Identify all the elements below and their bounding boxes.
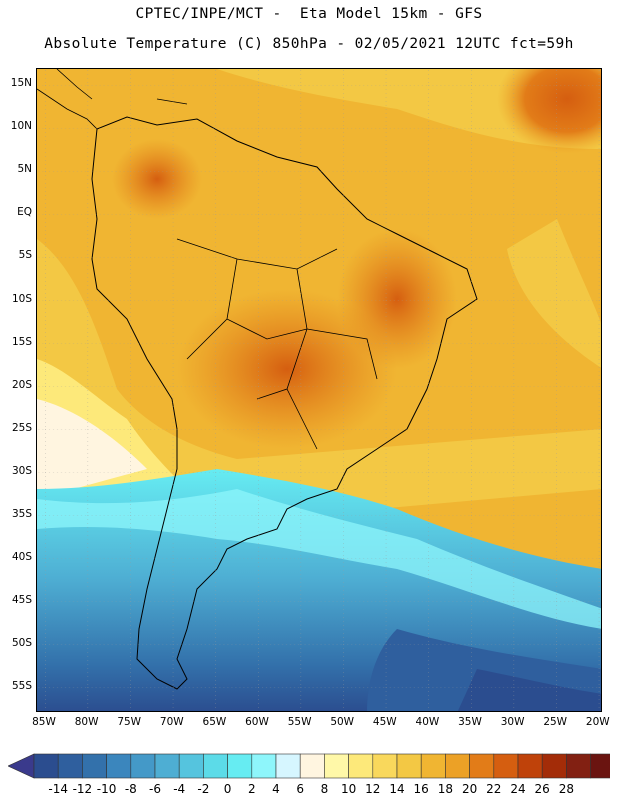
lat-label: 20S — [11, 378, 32, 391]
lon-label: 30W — [500, 716, 525, 728]
colorbar-swatch — [517, 753, 543, 779]
colorbar-swatch — [106, 753, 132, 779]
lon-label: 25W — [543, 716, 568, 728]
lat-label: 40S — [11, 551, 32, 564]
colorbar-swatch — [57, 753, 83, 779]
lat-label: EQ — [17, 206, 32, 219]
lon-label: 75W — [117, 716, 142, 728]
lat-label: 15N — [10, 77, 32, 89]
colorbar-tick-label: -2 — [197, 782, 210, 796]
colorbar-tick-label: 22 — [486, 782, 502, 796]
lon-label: 35W — [458, 716, 482, 728]
colorbar-tick-label: -14 — [48, 782, 68, 796]
colorbar-tick-label: -6 — [149, 782, 161, 796]
colorbar-swatch — [33, 753, 59, 779]
lon-label: 80W — [74, 716, 99, 728]
colorbar-tick-label: 0 — [223, 782, 232, 796]
lat-label: 5N — [17, 163, 32, 176]
colorbar-tick-label: 26 — [534, 782, 550, 796]
lon-label: 60W — [245, 716, 269, 728]
lat-label: 10N — [10, 120, 32, 133]
lon-label: 50W — [330, 716, 355, 728]
colorbar-swatch — [82, 753, 107, 779]
colorbar-tick-label: 10 — [340, 782, 357, 796]
chart-title-line-1: CPTEC/INPE/MCT - Eta Model 15km - GFS — [135, 6, 483, 22]
colorbar-swatch — [154, 753, 180, 779]
colorbar-swatch — [227, 753, 253, 779]
chart-title-line-2: Absolute Temperature (C) 850hPa - 02/05/… — [44, 36, 574, 52]
colorbar-tick-label: 14 — [389, 782, 405, 796]
colorbar-swatch — [299, 753, 325, 779]
colorbar-swatch — [566, 753, 591, 779]
lat-label: 50S — [11, 637, 32, 650]
lon-label: 70W — [159, 716, 184, 728]
lat-label: 15S — [11, 335, 32, 348]
lon-label: 65W — [202, 716, 227, 728]
colorbar-tick-label: 28 — [558, 782, 575, 796]
lon-label: 55W — [287, 716, 312, 728]
lat-label: 25S — [11, 421, 32, 434]
colorbar-tick-label: -10 — [96, 782, 117, 796]
colorbar-swatch — [251, 753, 277, 779]
lat-label: 45S — [11, 594, 32, 607]
colorbar-tick-label: -8 — [124, 782, 137, 796]
colorbar-swatch — [372, 753, 398, 779]
lat-label: 55S — [11, 680, 32, 693]
colorbar-tick-label: 12 — [365, 782, 381, 796]
lat-label: 10S — [11, 292, 32, 305]
colorbar-tick-label: 18 — [437, 782, 454, 796]
colorbar-tick-label: 20 — [461, 782, 478, 796]
lon-label: 40W — [415, 716, 440, 728]
lat-label: 30S — [11, 464, 32, 477]
colorbar-tick-label: 16 — [413, 782, 429, 796]
colorbar-swatch — [541, 753, 567, 779]
colorbar-tick-label: 8 — [320, 782, 329, 796]
colorbar-tick-label: -12 — [72, 782, 93, 796]
colorbar-swatch — [469, 753, 495, 779]
colorbar-swatch — [420, 753, 446, 779]
colorbar-swatch — [275, 753, 301, 779]
colorbar-swatch — [396, 753, 422, 779]
temperature-map — [36, 68, 602, 712]
colorbar-left-arrow — [8, 753, 35, 779]
colorbar-swatch — [324, 753, 349, 779]
lat-label: 5S — [18, 249, 32, 262]
colorbar-swatch — [348, 753, 374, 779]
colorbar-swatch — [445, 753, 470, 779]
colorbar-swatch — [178, 753, 204, 779]
colorbar-swatch — [203, 753, 228, 779]
temperature-field — [37, 69, 601, 711]
colorbar-tick-label: 4 — [272, 782, 280, 796]
colorbar-tick-label: 2 — [247, 782, 256, 796]
lon-label: 20W — [585, 716, 610, 728]
lat-label: 35S — [11, 508, 32, 520]
lon-label: 85W — [32, 716, 56, 728]
colorbar-tick-label: 24 — [510, 782, 526, 796]
colorbar-tick-label: 6 — [296, 782, 304, 796]
colorbar-swatch — [130, 753, 156, 779]
colorbar-swatch — [590, 753, 610, 779]
lon-label: 45W — [372, 716, 397, 728]
colorbar-swatch — [493, 753, 519, 779]
colorbar-tick-label: -4 — [173, 782, 186, 796]
colorbar — [8, 753, 610, 779]
